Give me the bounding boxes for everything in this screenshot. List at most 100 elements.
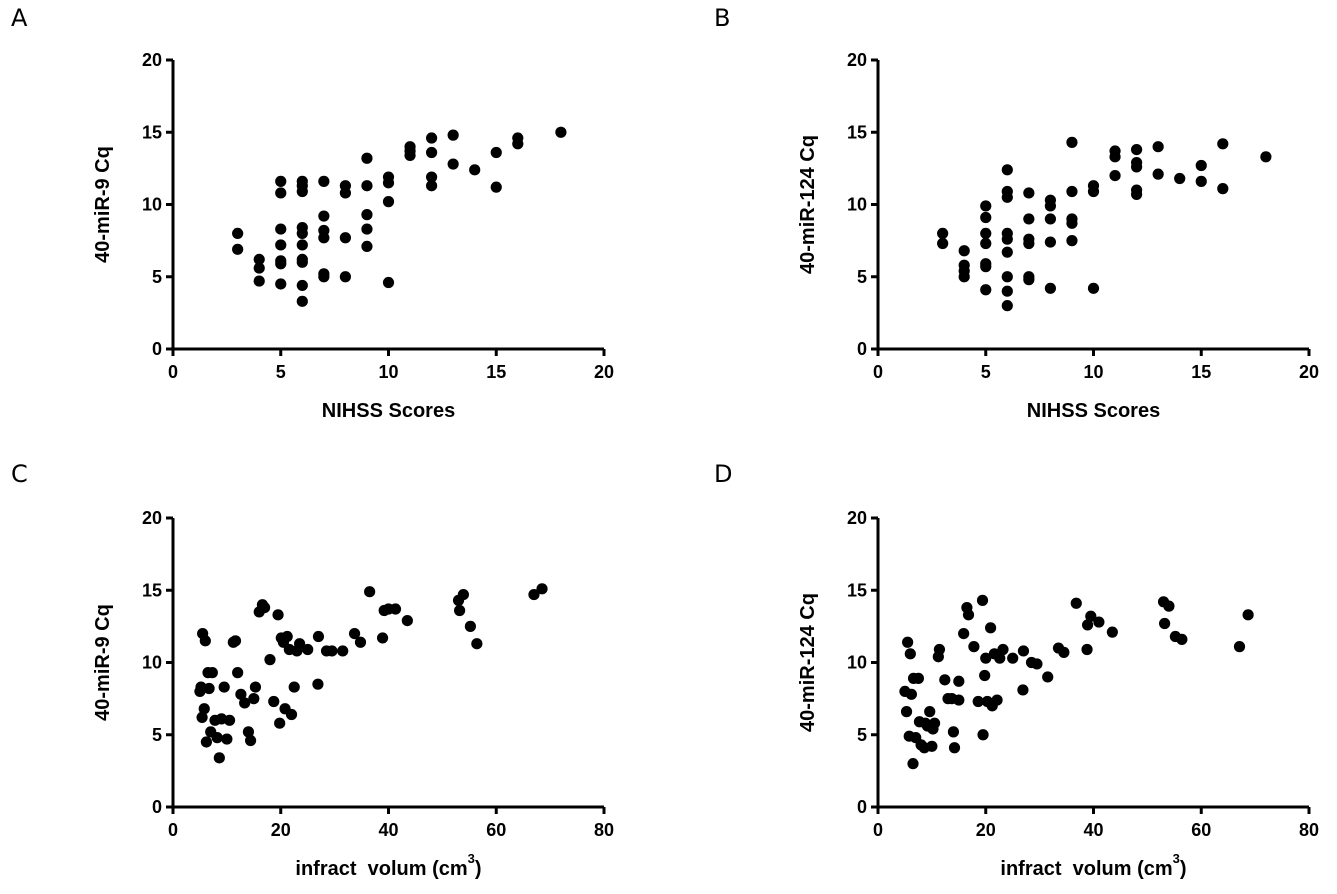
data-point bbox=[555, 126, 567, 138]
data-point bbox=[296, 227, 308, 239]
data-point bbox=[1109, 151, 1121, 163]
data-point bbox=[426, 171, 438, 183]
y-tick-label: 15 bbox=[847, 580, 867, 600]
data-point bbox=[221, 733, 233, 745]
data-point bbox=[528, 588, 540, 601]
y-tick-label: 5 bbox=[152, 725, 162, 745]
y-tick-label: 10 bbox=[142, 195, 162, 215]
data-point bbox=[326, 645, 338, 657]
panel-label-b: B bbox=[714, 4, 731, 32]
data-point bbox=[1217, 183, 1229, 195]
data-point bbox=[1195, 159, 1207, 172]
data-point bbox=[1044, 282, 1056, 294]
data-point bbox=[296, 279, 308, 292]
data-point bbox=[1044, 236, 1056, 248]
y-tick-label: 10 bbox=[847, 195, 867, 215]
data-point bbox=[232, 227, 244, 239]
data-point bbox=[196, 711, 208, 724]
data-point bbox=[905, 688, 918, 700]
data-point bbox=[1023, 213, 1035, 225]
data-point bbox=[1001, 164, 1013, 176]
data-point bbox=[1066, 235, 1078, 247]
data-point bbox=[947, 726, 960, 738]
chart-panel-a: 0 5 10 15 20 0 5 10 15 20 40-miR-9 Cq NIHSS Scores bbox=[92, 50, 614, 422]
data-point bbox=[536, 583, 548, 595]
chart-panel-c: 0 5 10 15 20 0 20 40 60 80 40-miR-9 Cq infract volu… bbox=[92, 508, 614, 880]
data-point bbox=[926, 740, 938, 752]
data-point bbox=[1001, 233, 1013, 245]
data-point bbox=[1087, 185, 1100, 198]
x-tick-label: 60 bbox=[486, 820, 506, 840]
data-point bbox=[339, 271, 351, 283]
data-point bbox=[294, 638, 306, 650]
data-point bbox=[275, 239, 287, 251]
data-point bbox=[426, 146, 438, 159]
data-point bbox=[924, 706, 936, 718]
data-point bbox=[229, 635, 242, 647]
data-point bbox=[994, 652, 1006, 664]
data-point bbox=[1023, 237, 1035, 250]
data-point bbox=[1081, 619, 1094, 631]
data-point bbox=[318, 210, 330, 222]
data-point bbox=[1085, 610, 1097, 622]
data-point bbox=[318, 232, 330, 244]
data-point bbox=[958, 628, 970, 640]
x-tick-label: 0 bbox=[873, 362, 883, 382]
data-point bbox=[980, 652, 992, 664]
data-point bbox=[274, 717, 286, 729]
y-tick-label: 15 bbox=[142, 580, 162, 600]
data-point bbox=[211, 732, 223, 744]
data-point bbox=[376, 632, 389, 644]
data-point bbox=[464, 620, 476, 632]
x-axis-title: infract volum (cm3) bbox=[1000, 851, 1186, 880]
x-tick-label: 0 bbox=[168, 362, 178, 382]
y-tick-label: 20 bbox=[142, 508, 162, 528]
x-tick-label: 40 bbox=[1083, 820, 1103, 840]
data-point bbox=[235, 688, 247, 700]
data-point bbox=[1066, 136, 1078, 148]
data-point bbox=[296, 239, 308, 251]
data-point bbox=[213, 752, 225, 764]
data-point bbox=[382, 196, 395, 208]
data-point bbox=[1001, 300, 1013, 312]
x-tick-label: 15 bbox=[486, 362, 506, 382]
data-point bbox=[1044, 200, 1056, 212]
data-point bbox=[264, 654, 276, 666]
data-point bbox=[337, 645, 349, 657]
x-tick-label: 20 bbox=[1299, 362, 1319, 382]
data-point bbox=[1070, 597, 1082, 609]
x-tick-label: 10 bbox=[1083, 362, 1103, 382]
y-tick-label: 5 bbox=[857, 725, 867, 745]
data-point bbox=[1017, 684, 1029, 696]
data-point bbox=[253, 253, 265, 266]
data-point bbox=[968, 641, 980, 653]
data-point bbox=[268, 695, 280, 708]
data-point bbox=[1217, 138, 1229, 150]
y-axis-title: 40-miR-9 Cq bbox=[92, 146, 114, 263]
x-axis-title: infract volum (cm3) bbox=[295, 851, 481, 880]
data-point bbox=[972, 695, 984, 708]
data-point bbox=[457, 588, 469, 601]
data-point bbox=[1131, 143, 1143, 156]
data-point bbox=[312, 678, 324, 690]
data-point bbox=[1066, 217, 1078, 229]
x-axis-title: NIHSS Scores bbox=[1027, 400, 1160, 422]
data-point bbox=[281, 630, 293, 643]
data-point bbox=[904, 648, 916, 660]
data-point bbox=[361, 223, 373, 235]
data-point bbox=[361, 180, 373, 192]
data-point bbox=[1001, 271, 1013, 283]
data-point bbox=[1001, 191, 1013, 203]
data-point bbox=[275, 278, 287, 290]
chart-panel-b: 0 5 10 15 20 0 5 10 15 20 40-miR-124 Cq NIHSS Score… bbox=[797, 50, 1319, 422]
data-point bbox=[339, 232, 351, 244]
data-point bbox=[471, 638, 483, 650]
data-point bbox=[206, 667, 218, 679]
data-point bbox=[348, 628, 361, 640]
data-point bbox=[902, 636, 914, 648]
data-point bbox=[248, 693, 260, 705]
data-point bbox=[232, 667, 244, 679]
data-point bbox=[302, 643, 314, 656]
data-point bbox=[354, 636, 367, 648]
